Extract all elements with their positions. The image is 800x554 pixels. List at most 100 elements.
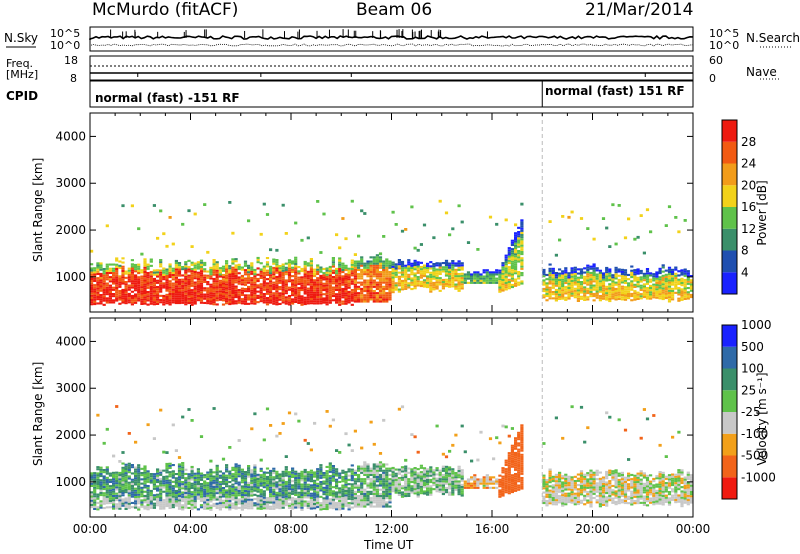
echo-pixel: [341, 503, 345, 506]
echo-pixel: [240, 493, 244, 496]
echo-pixel: [576, 295, 580, 298]
echo-pixel: [231, 268, 235, 271]
echo-pixel: [294, 479, 298, 482]
echo-pixel: [272, 469, 276, 472]
echo-pixel: [388, 275, 392, 278]
echo-pixel: [385, 476, 389, 479]
echo-pixel: [378, 482, 383, 485]
echo-pixel: [671, 287, 675, 290]
echo-pixel: [514, 251, 518, 254]
echo-pixel: [127, 269, 131, 272]
echo-pixel: [159, 273, 163, 276]
echo-pixel: [269, 493, 273, 496]
echo-pixel: [306, 496, 310, 499]
echo-pixel: [441, 278, 445, 281]
echo-pixel: [350, 477, 354, 480]
echo-pixel: [485, 275, 489, 278]
echo-pixel: [265, 213, 270, 216]
echo-pixel: [127, 502, 131, 505]
echo-pixel: [369, 294, 373, 297]
echo-pixel: [426, 485, 430, 488]
echo-pixel: [366, 287, 370, 290]
echo-pixel: [199, 499, 204, 502]
echo-pixel: [683, 274, 687, 277]
echo-pixel: [291, 471, 295, 474]
echo-pixel: [171, 242, 175, 246]
echo-pixel: [570, 271, 574, 274]
echo-pixel: [121, 483, 125, 486]
echo-pixel: [554, 288, 558, 291]
echo-pixel: [601, 289, 606, 292]
echo-pixel: [269, 267, 273, 270]
echo-pixel: [303, 471, 307, 474]
echo-pixel: [137, 491, 141, 494]
echo-pixel: [162, 480, 166, 483]
echo-pixel: [564, 279, 568, 282]
echo-pixel: [328, 301, 332, 304]
echo-pixel: [231, 506, 235, 509]
echo-pixel: [432, 265, 436, 268]
echo-pixel: [118, 490, 122, 493]
echo-pixel: [237, 278, 241, 281]
echo-pixel: [426, 281, 430, 284]
echo-pixel: [667, 279, 672, 282]
echo-pixel: [253, 271, 257, 274]
echo-pixel: [394, 223, 398, 226]
echo-pixel: [265, 484, 270, 487]
echo-pixel: [259, 283, 263, 286]
echo-pixel: [127, 469, 131, 472]
echo-pixel: [422, 479, 427, 482]
echo-pixel: [134, 468, 138, 471]
echo-pixel: [284, 502, 288, 505]
echo-pixel: [316, 302, 320, 305]
echo-pixel: [400, 229, 405, 233]
echo-pixel: [284, 298, 288, 301]
echo-pixel: [460, 262, 464, 265]
echo-pixel: [422, 270, 427, 273]
echo-pixel: [664, 288, 668, 291]
echo-pixel: [162, 299, 166, 302]
echo-pixel: [269, 297, 273, 300]
echo-pixel: [328, 485, 332, 488]
echo-pixel: [234, 272, 238, 275]
echo-pixel: [193, 302, 197, 305]
echo-pixel: [642, 279, 646, 282]
echo-pixel: [187, 270, 191, 273]
echo-pixel: [121, 280, 125, 283]
echo-pixel: [196, 476, 200, 479]
echo-pixel: [353, 490, 357, 493]
echo-pixel: [350, 303, 354, 306]
echo-pixel: [372, 260, 376, 263]
echo-pixel: [253, 487, 257, 490]
echo-pixel: [576, 272, 580, 275]
echo-pixel: [105, 491, 109, 494]
echo-pixel: [507, 253, 511, 256]
echo-pixel: [199, 274, 204, 277]
echo-pixel: [325, 292, 329, 295]
echo-pixel: [253, 493, 257, 496]
echo-pixel: [225, 262, 229, 265]
echo-pixel: [281, 472, 285, 475]
echo-pixel: [121, 272, 125, 275]
echo-pixel: [363, 273, 367, 276]
echo-pixel: [388, 283, 392, 286]
echo-pixel: [209, 485, 213, 488]
echo-pixel: [297, 474, 301, 477]
echo-pixel: [448, 273, 452, 276]
echo-pixel: [335, 267, 339, 270]
echo-pixel: [360, 258, 364, 261]
echo-pixel: [250, 469, 254, 472]
echo-pixel: [419, 261, 423, 264]
echo-pixel: [240, 474, 244, 477]
echo-pixel: [457, 285, 461, 288]
echo-pixel: [404, 465, 408, 468]
echo-pixel: [382, 266, 386, 269]
echo-pixel: [363, 482, 367, 485]
echo-pixel: [218, 485, 222, 488]
echo-pixel: [247, 296, 251, 299]
echo-pixel: [313, 488, 317, 491]
echo-pixel: [303, 481, 307, 484]
echo-pixel: [269, 424, 273, 427]
echo-pixel: [576, 276, 580, 279]
echo-pixel: [143, 275, 147, 278]
